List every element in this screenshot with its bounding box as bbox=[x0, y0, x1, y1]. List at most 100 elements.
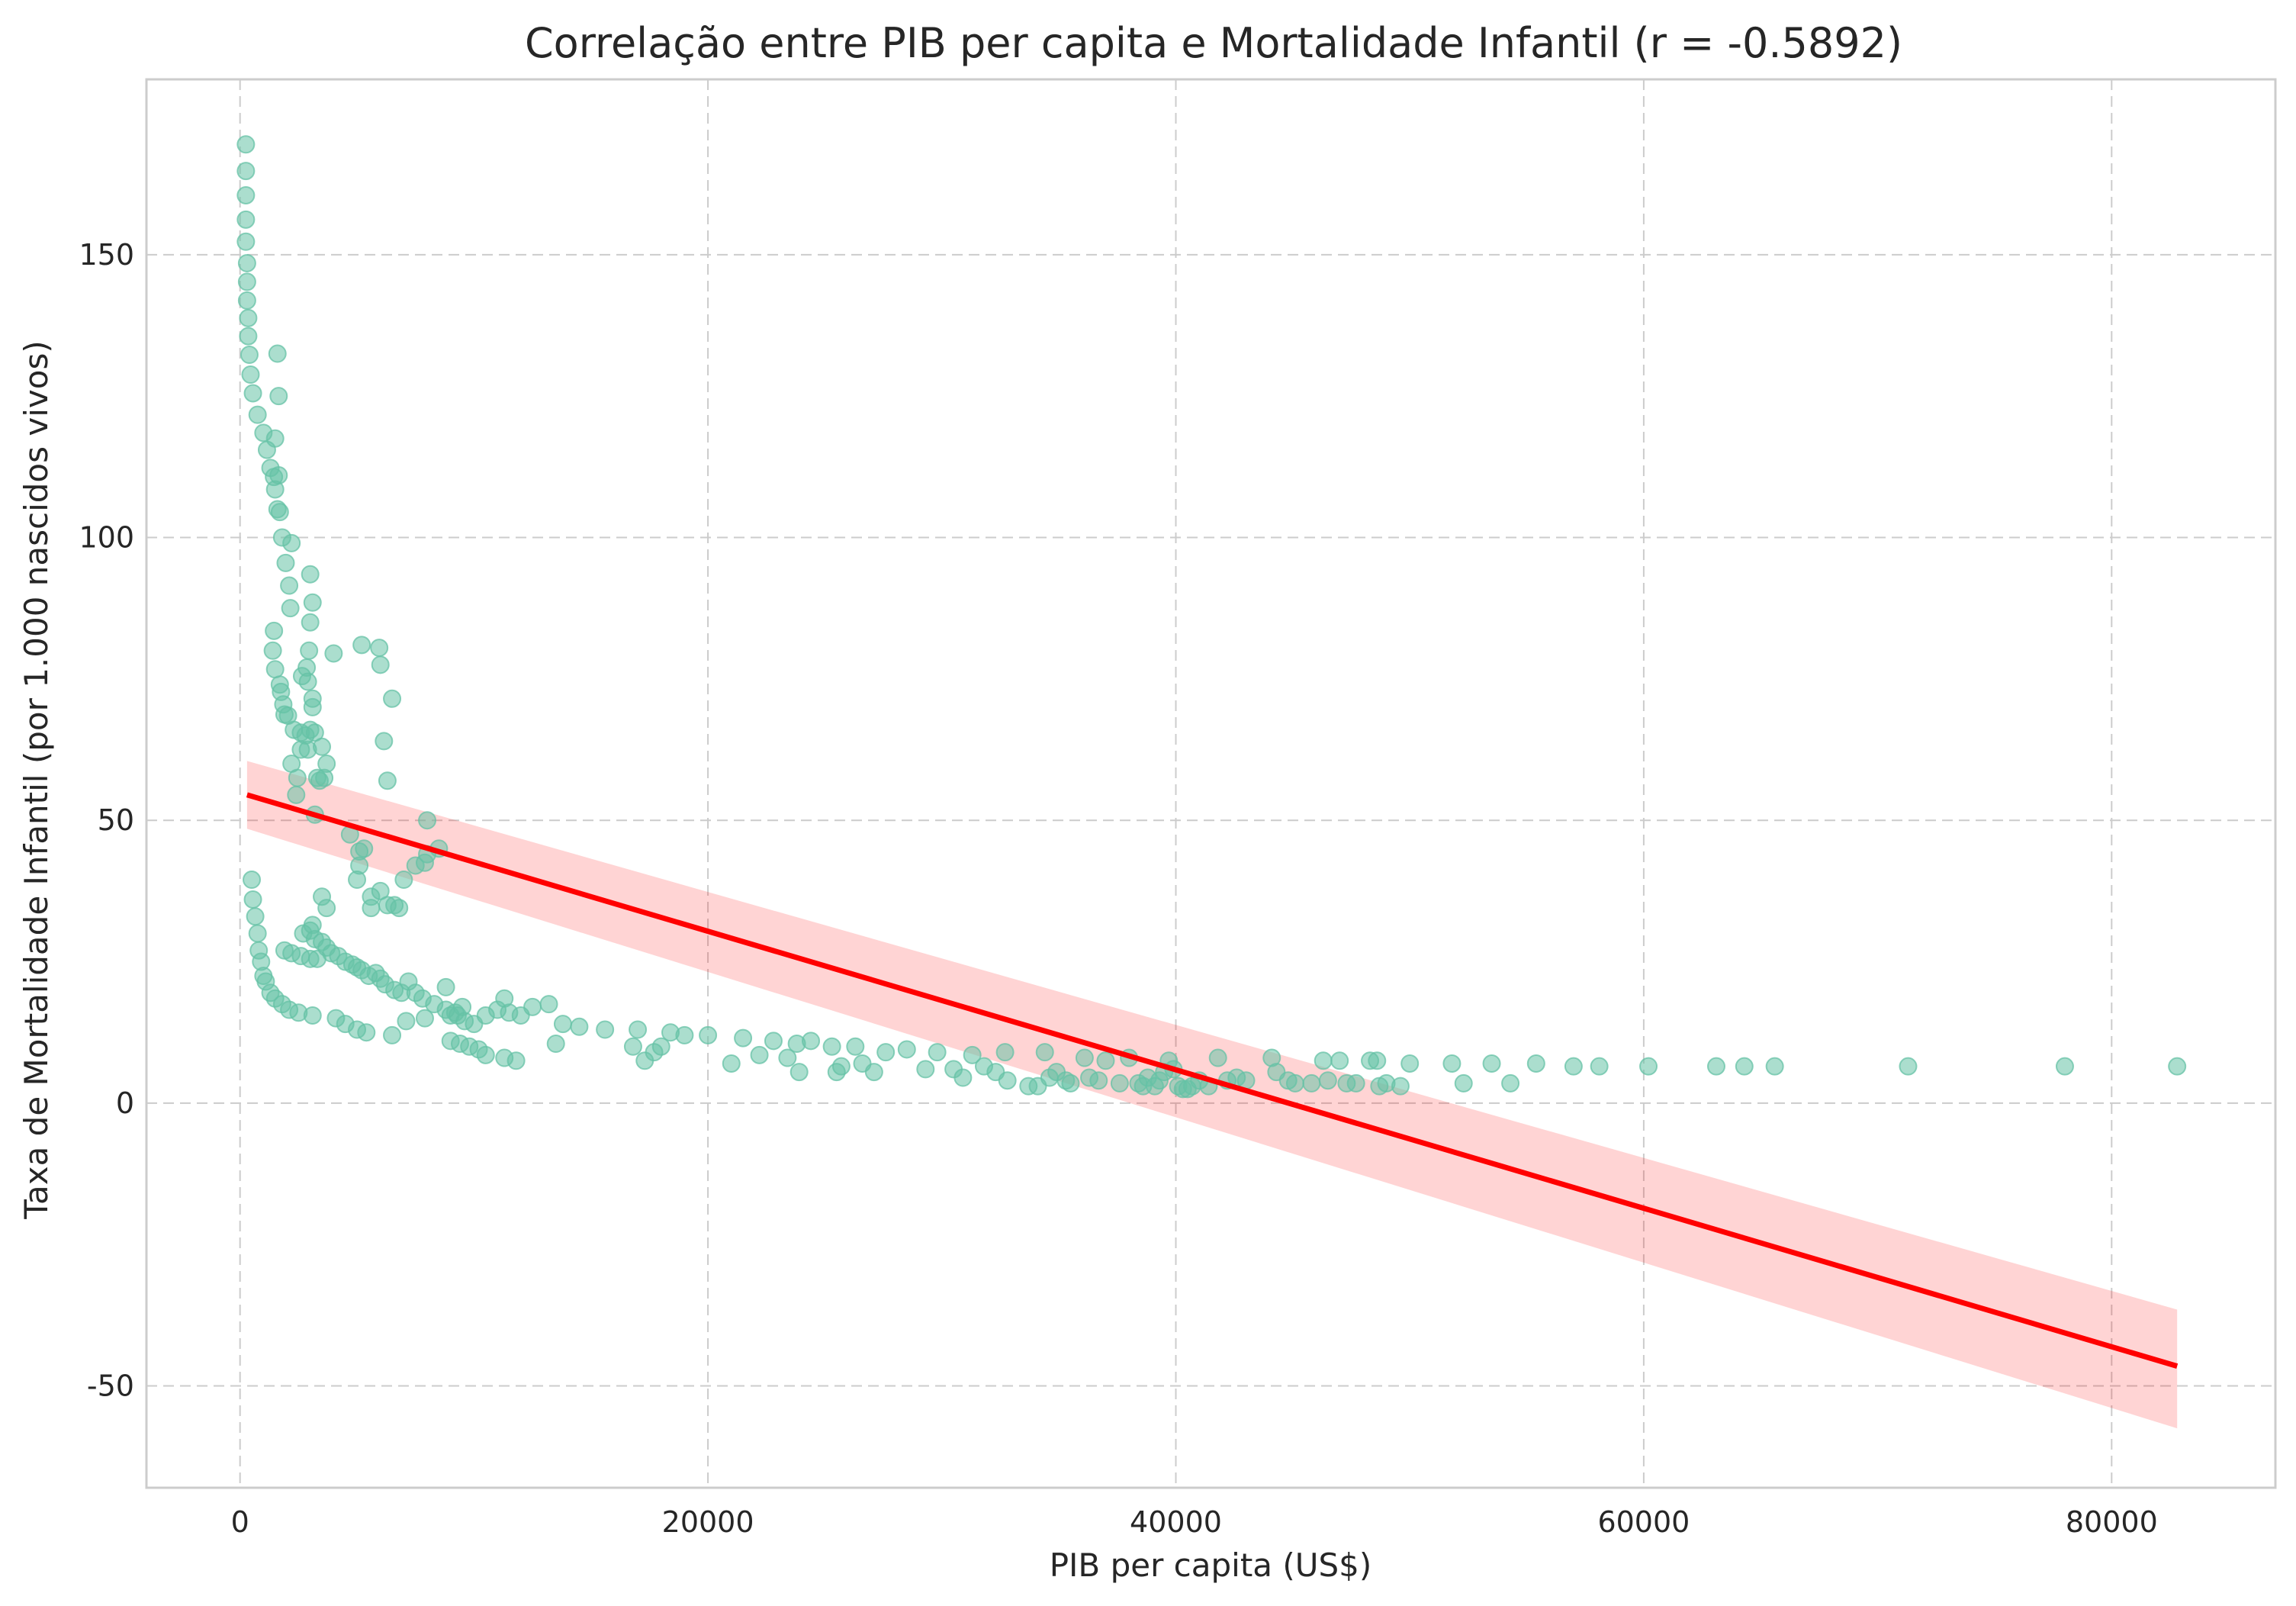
data-point bbox=[390, 899, 409, 918]
data-point bbox=[362, 899, 381, 918]
data-point bbox=[236, 185, 256, 204]
x-tick-label: 20000 bbox=[662, 1505, 754, 1539]
data-point bbox=[237, 272, 256, 291]
data-point bbox=[699, 1025, 718, 1044]
x-tick-label: 60000 bbox=[1597, 1505, 1690, 1539]
data-point bbox=[846, 1037, 865, 1056]
data-point bbox=[243, 871, 262, 890]
data-point bbox=[246, 907, 265, 926]
data-point bbox=[303, 1006, 322, 1025]
data-point bbox=[1035, 1043, 1054, 1062]
data-point bbox=[802, 1032, 821, 1051]
data-point bbox=[243, 384, 262, 403]
data-point bbox=[789, 1063, 809, 1082]
data-point bbox=[1061, 1073, 1080, 1093]
data-point bbox=[397, 1012, 416, 1031]
data-point bbox=[1208, 1048, 1227, 1067]
confidence-interval-band bbox=[246, 761, 2178, 1429]
data-point bbox=[1391, 1077, 1410, 1096]
data-point bbox=[596, 1020, 615, 1039]
data-point bbox=[300, 641, 319, 660]
data-point bbox=[1765, 1057, 1784, 1076]
data-point bbox=[236, 162, 256, 181]
data-point bbox=[265, 621, 284, 640]
data-point bbox=[1400, 1054, 1420, 1073]
data-point bbox=[269, 387, 288, 406]
data-point bbox=[1089, 1071, 1108, 1090]
data-point bbox=[241, 365, 260, 384]
data-point bbox=[1346, 1073, 1365, 1093]
data-point bbox=[953, 1068, 973, 1087]
data-point bbox=[1590, 1057, 1609, 1076]
data-point bbox=[378, 771, 397, 790]
data-point bbox=[236, 210, 256, 229]
axis-tick-labels: 0 20000 40000 60000 80000 -50 0 50 100 150 bbox=[79, 238, 2157, 1539]
data-point bbox=[822, 1037, 841, 1056]
data-point bbox=[1285, 1073, 1304, 1093]
data-point bbox=[281, 599, 300, 618]
data-point bbox=[243, 890, 262, 909]
chart-title: Correlação entre PIB per capita e Mortal… bbox=[525, 19, 1902, 67]
data-point bbox=[539, 995, 558, 1014]
data-point bbox=[553, 1015, 572, 1034]
data-point bbox=[1442, 1054, 1462, 1073]
data-point bbox=[236, 135, 256, 154]
data-point bbox=[269, 465, 288, 484]
data-point bbox=[287, 785, 306, 804]
data-point bbox=[317, 899, 336, 918]
data-point bbox=[270, 503, 289, 522]
data-point bbox=[1096, 1051, 1115, 1070]
x-tick-label: 80000 bbox=[2066, 1505, 2158, 1539]
data-point bbox=[1482, 1054, 1501, 1073]
data-point bbox=[1735, 1057, 1754, 1076]
data-point bbox=[1639, 1057, 1658, 1076]
confidence-band bbox=[246, 761, 2178, 1429]
regression-line-group bbox=[246, 792, 2179, 1369]
grid-lines bbox=[146, 79, 2275, 1488]
data-point bbox=[352, 636, 371, 655]
data-point bbox=[1314, 1051, 1333, 1070]
data-point bbox=[734, 1028, 753, 1048]
data-point bbox=[495, 989, 514, 1008]
data-point bbox=[355, 839, 374, 858]
data-point bbox=[348, 871, 367, 890]
data-point bbox=[476, 1045, 495, 1064]
y-tick-label: 0 bbox=[116, 1086, 134, 1120]
y-tick-label: -50 bbox=[87, 1369, 134, 1403]
data-point bbox=[415, 1009, 434, 1028]
x-tick-label: 0 bbox=[231, 1505, 249, 1539]
data-point bbox=[315, 768, 334, 787]
data-point bbox=[383, 689, 402, 708]
data-point bbox=[876, 1043, 896, 1062]
data-point bbox=[237, 291, 256, 310]
y-tick-label: 50 bbox=[98, 803, 134, 837]
data-point bbox=[375, 732, 394, 751]
data-point bbox=[236, 232, 256, 251]
data-point bbox=[280, 576, 299, 595]
data-point bbox=[523, 997, 542, 1016]
data-point bbox=[675, 1025, 694, 1044]
data-point bbox=[629, 1020, 648, 1039]
data-point bbox=[265, 660, 285, 679]
data-point bbox=[995, 1043, 1015, 1062]
data-point bbox=[546, 1035, 565, 1054]
data-point bbox=[506, 1051, 526, 1070]
y-tick-label: 150 bbox=[79, 238, 134, 272]
data-point bbox=[263, 641, 282, 660]
data-point bbox=[288, 768, 307, 787]
data-point bbox=[383, 1025, 402, 1044]
data-point bbox=[265, 429, 285, 448]
data-point bbox=[1075, 1048, 1094, 1067]
data-point bbox=[276, 553, 295, 572]
data-point bbox=[1454, 1073, 1473, 1093]
y-tick-label: 100 bbox=[79, 521, 134, 555]
data-point bbox=[1564, 1057, 1583, 1076]
data-point bbox=[301, 565, 320, 584]
data-point bbox=[268, 344, 287, 363]
data-point bbox=[570, 1017, 589, 1036]
data-point bbox=[240, 346, 259, 365]
data-point bbox=[831, 1057, 851, 1076]
x-axis-label: PIB per capita (US$) bbox=[1050, 1546, 1372, 1584]
data-point bbox=[436, 977, 455, 996]
